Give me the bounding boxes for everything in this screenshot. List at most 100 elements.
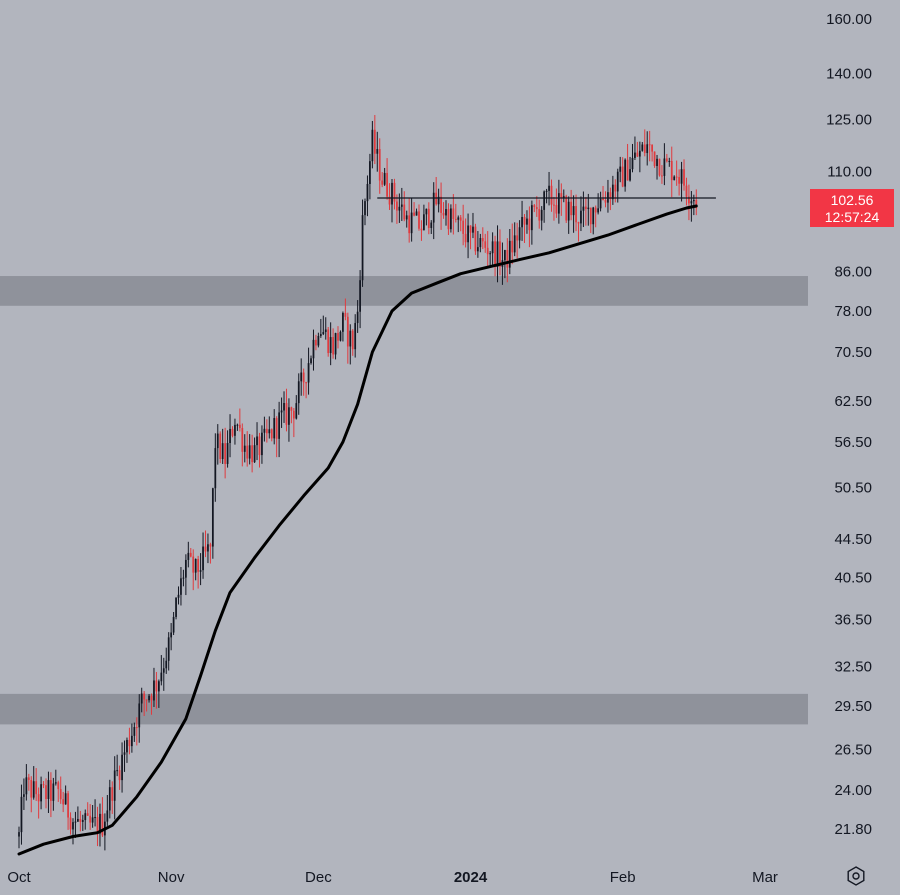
candle-body bbox=[317, 335, 320, 346]
candle-body bbox=[648, 144, 651, 146]
candle-body bbox=[656, 158, 658, 166]
candle-body bbox=[263, 428, 266, 433]
candle-body bbox=[423, 214, 425, 231]
candle-body bbox=[373, 129, 376, 154]
candle-body bbox=[695, 199, 698, 209]
candle-body bbox=[69, 817, 72, 830]
chart-settings-icon[interactable] bbox=[847, 866, 865, 886]
candle-body bbox=[494, 241, 496, 268]
candle-body bbox=[410, 212, 413, 234]
candle-body bbox=[518, 227, 521, 241]
candle-body bbox=[469, 225, 472, 233]
candle-body bbox=[84, 813, 87, 821]
candle-body bbox=[79, 819, 82, 822]
candle-body bbox=[172, 616, 175, 633]
candle-body bbox=[661, 175, 663, 177]
candle-body bbox=[18, 832, 20, 837]
candle-body bbox=[251, 445, 254, 463]
x-tick-label: Nov bbox=[158, 869, 185, 886]
y-tick-label: 36.50 bbox=[834, 612, 872, 629]
candle-body bbox=[344, 312, 347, 317]
candle-body bbox=[415, 211, 418, 216]
candle-body bbox=[162, 668, 165, 673]
candle-body bbox=[72, 822, 74, 830]
candle-body bbox=[108, 787, 111, 811]
candle-body bbox=[616, 171, 619, 192]
candle-body bbox=[312, 339, 315, 359]
candle-body bbox=[349, 330, 352, 347]
candle-body bbox=[427, 208, 430, 228]
y-tick-label: 56.50 bbox=[834, 434, 872, 451]
candle-body bbox=[555, 205, 558, 214]
bar-countdown-label: 12:57:24 bbox=[825, 209, 880, 225]
candle-body bbox=[265, 428, 268, 434]
candle-body bbox=[150, 695, 153, 701]
candle-body bbox=[295, 403, 298, 419]
candle-body bbox=[376, 149, 379, 154]
x-tick-label: Oct bbox=[7, 869, 31, 886]
candle-body bbox=[420, 228, 423, 231]
candle-body bbox=[278, 412, 281, 439]
candle-body bbox=[199, 570, 202, 572]
candle-body bbox=[499, 241, 501, 267]
candle-body bbox=[184, 559, 187, 578]
candle-body bbox=[111, 787, 114, 801]
x-axis[interactable]: Oct Nov Dec 2024 Feb Mar bbox=[7, 869, 778, 886]
candle-body bbox=[413, 212, 415, 216]
candle-body bbox=[157, 681, 160, 692]
candle-body bbox=[273, 418, 276, 439]
candle-body bbox=[261, 432, 263, 456]
candle-body bbox=[327, 329, 330, 354]
candle-body bbox=[624, 159, 627, 187]
candle-body bbox=[356, 311, 359, 324]
candle-body bbox=[602, 198, 604, 201]
candle-body bbox=[126, 739, 128, 753]
candle-body bbox=[194, 559, 197, 573]
candle-body bbox=[567, 201, 570, 221]
candle-body bbox=[214, 448, 217, 489]
candle-body bbox=[322, 332, 325, 335]
candle-body bbox=[457, 217, 460, 220]
candle-body bbox=[310, 358, 312, 364]
candle-body bbox=[432, 192, 435, 223]
candle-body bbox=[113, 770, 116, 801]
candle-body bbox=[27, 777, 30, 780]
candle-body bbox=[641, 144, 644, 151]
candle-body bbox=[351, 330, 354, 350]
candle-body bbox=[155, 680, 158, 692]
candle-body bbox=[209, 544, 212, 547]
candle-body bbox=[64, 793, 67, 805]
candle-body bbox=[40, 784, 42, 802]
y-axis[interactable]: 160.00 140.00 125.00 110.00 86.00 78.00 70.50 6… bbox=[826, 11, 872, 838]
candle-body bbox=[496, 241, 499, 268]
candle-body bbox=[619, 166, 622, 172]
y-tick-label: 110.00 bbox=[827, 163, 872, 180]
candle-body bbox=[20, 796, 23, 833]
candle-body bbox=[364, 201, 366, 216]
candle-body bbox=[629, 169, 631, 181]
candle-body bbox=[153, 680, 155, 701]
y-tick-label: 44.50 bbox=[834, 531, 872, 548]
candle-body bbox=[324, 329, 327, 333]
candle-body bbox=[533, 205, 536, 208]
candle-body bbox=[253, 445, 256, 463]
candle-body bbox=[528, 218, 531, 231]
candle-body bbox=[329, 337, 332, 354]
candle-body bbox=[177, 594, 180, 598]
candle-body bbox=[572, 206, 575, 216]
candle-body bbox=[59, 789, 62, 800]
candle-body bbox=[614, 184, 617, 192]
candle-body bbox=[658, 158, 661, 176]
candle-body bbox=[354, 323, 357, 350]
candle-body bbox=[106, 810, 109, 822]
x-tick-label: Feb bbox=[610, 869, 636, 886]
candle-body bbox=[118, 770, 121, 781]
candle-body bbox=[587, 207, 590, 210]
candle-body bbox=[589, 207, 592, 225]
candle-body bbox=[202, 546, 204, 571]
candle-body bbox=[37, 794, 40, 802]
candle-body bbox=[565, 196, 568, 221]
candles-layer bbox=[18, 115, 698, 851]
